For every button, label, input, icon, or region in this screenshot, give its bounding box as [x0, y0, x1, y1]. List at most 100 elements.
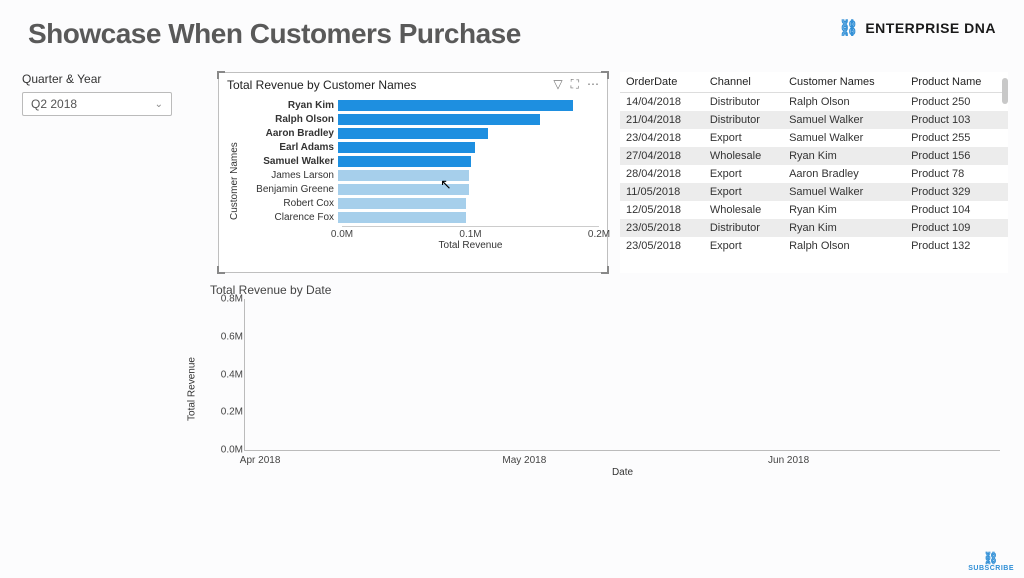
table-cell: Wholesale	[704, 201, 783, 219]
y-tick: 0.6M	[213, 331, 243, 342]
table-cell: Export	[704, 129, 783, 147]
date-x-axis-label: Date	[612, 467, 633, 478]
table-cell: Export	[704, 237, 783, 255]
page-title: Showcase When Customers Purchase	[28, 18, 521, 50]
table-row[interactable]: 11/05/2018ExportSamuel WalkerProduct 329	[620, 183, 1008, 201]
table-row[interactable]: 27/04/2018WholesaleRyan KimProduct 156	[620, 147, 1008, 165]
slicer-label: Quarter & Year	[22, 72, 200, 86]
bar-row[interactable]: Samuel Walker	[246, 154, 599, 168]
date-column-chart[interactable]: Total Revenue Date 0.0M0.2M0.4M0.6M0.8MA…	[210, 299, 1008, 479]
table-cell: Distributor	[704, 219, 783, 237]
bar-row[interactable]: Clarence Fox	[246, 210, 599, 224]
bar-label: Earl Adams	[246, 142, 338, 153]
table-cell: Ralph Olson	[783, 237, 905, 255]
bar-label: Robert Cox	[246, 198, 338, 209]
table-cell: Product 156	[905, 147, 1008, 165]
table-cell: Product 255	[905, 129, 1008, 147]
table-cell: Samuel Walker	[783, 183, 905, 201]
date-chart-title: Total Revenue by Date	[210, 283, 1008, 297]
bar-row[interactable]: Robert Cox	[246, 196, 599, 210]
dna-icon: ⛓	[968, 551, 1014, 565]
dna-icon: ⛓	[839, 18, 860, 38]
table-cell: Product 132	[905, 237, 1008, 255]
filter-icon[interactable]: ▽	[553, 77, 562, 92]
table-cell: Product 250	[905, 93, 1008, 112]
table-row[interactable]: 28/04/2018ExportAaron BradleyProduct 78	[620, 165, 1008, 183]
column-header[interactable]: OrderDate	[620, 72, 704, 93]
table-cell: 27/04/2018	[620, 147, 704, 165]
table-cell: Ralph Olson	[783, 93, 905, 112]
table-row[interactable]: 23/04/2018ExportSamuel WalkerProduct 255	[620, 129, 1008, 147]
bar-label: Aaron Bradley	[246, 128, 338, 139]
column-header[interactable]: Product Name	[905, 72, 1008, 93]
table-row[interactable]: 14/04/2018DistributorRalph OlsonProduct …	[620, 93, 1008, 112]
column-header[interactable]: Channel	[704, 72, 783, 93]
chevron-down-icon: ⌄	[155, 99, 163, 110]
x-tick: Apr 2018	[240, 455, 281, 466]
bar-label: Ralph Olson	[246, 114, 338, 125]
y-tick: 0.4M	[213, 369, 243, 380]
table-cell: Wholesale	[704, 147, 783, 165]
table-row[interactable]: 23/05/2018DistributorRyan KimProduct 109	[620, 219, 1008, 237]
table-cell: Aaron Bradley	[783, 165, 905, 183]
bar-label: Samuel Walker	[246, 156, 338, 167]
bar-label: Benjamin Greene	[246, 184, 338, 195]
y-tick: 0.2M	[213, 407, 243, 418]
table-cell: 23/05/2018	[620, 219, 704, 237]
customer-bar-chart[interactable]: Total Revenue by Customer Names ▽ ⛶ ⋯ Cu…	[218, 72, 608, 273]
date-y-axis-label: Total Revenue	[187, 357, 198, 421]
slicer-dropdown[interactable]: Q2 2018 ⌄	[22, 92, 172, 116]
table-cell: Distributor	[704, 111, 783, 129]
x-axis-label: Total Revenue	[342, 240, 599, 251]
bar-row[interactable]: James Larson	[246, 168, 599, 182]
slicer-value: Q2 2018	[31, 97, 77, 111]
x-tick: 0.1M	[459, 229, 481, 240]
subscribe-badge[interactable]: ⛓ SUBSCRIBE	[968, 551, 1014, 572]
table-cell: Product 78	[905, 165, 1008, 183]
bar-row[interactable]: Earl Adams	[246, 140, 599, 154]
bar-label: Ryan Kim	[246, 100, 338, 111]
table-cell: Samuel Walker	[783, 129, 905, 147]
table-cell: Ryan Kim	[783, 147, 905, 165]
table-cell: Export	[704, 183, 783, 201]
table-cell: Distributor	[704, 93, 783, 112]
x-tick: 0.2M	[588, 229, 610, 240]
table-cell: Product 329	[905, 183, 1008, 201]
bar-row[interactable]: Benjamin Greene	[246, 182, 599, 196]
table-cell: Product 103	[905, 111, 1008, 129]
table-cell: Ryan Kim	[783, 201, 905, 219]
table-cell: Export	[704, 165, 783, 183]
bar-row[interactable]: Ralph Olson	[246, 112, 599, 126]
scrollbar[interactable]	[1002, 78, 1008, 104]
bar-label: Clarence Fox	[246, 212, 338, 223]
y-tick: 0.0M	[213, 445, 243, 456]
table-cell: 23/04/2018	[620, 129, 704, 147]
table-cell: Samuel Walker	[783, 111, 905, 129]
table-cell: Product 104	[905, 201, 1008, 219]
chart-title: Total Revenue by Customer Names	[227, 78, 416, 92]
table-row[interactable]: 23/05/2018ExportRalph OlsonProduct 132	[620, 237, 1008, 255]
table-cell: Ryan Kim	[783, 219, 905, 237]
table-cell: 21/04/2018	[620, 111, 704, 129]
column-header[interactable]: Customer Names	[783, 72, 905, 93]
x-tick: 0.0M	[331, 229, 353, 240]
brand-text: ENTERPRISE DNA	[865, 20, 996, 36]
focus-mode-icon[interactable]: ⛶	[571, 77, 579, 92]
bar-label: James Larson	[246, 170, 338, 181]
bar-row[interactable]: Ryan Kim	[246, 98, 599, 112]
brand-logo: ⛓ ENTERPRISE DNA	[839, 18, 997, 38]
x-tick: Jun 2018	[768, 455, 809, 466]
bar-row[interactable]: Aaron Bradley	[246, 126, 599, 140]
table-cell: Product 109	[905, 219, 1008, 237]
more-options-icon[interactable]: ⋯	[587, 77, 599, 92]
data-table[interactable]: OrderDateChannelCustomer NamesProduct Na…	[620, 72, 1008, 273]
table-row[interactable]: 21/04/2018DistributorSamuel WalkerProduc…	[620, 111, 1008, 129]
y-axis-label: Customer Names	[227, 96, 242, 266]
table-cell: 23/05/2018	[620, 237, 704, 255]
table-cell: 12/05/2018	[620, 201, 704, 219]
table-cell: 28/04/2018	[620, 165, 704, 183]
table-row[interactable]: 12/05/2018WholesaleRyan KimProduct 104	[620, 201, 1008, 219]
x-tick: May 2018	[502, 455, 546, 466]
y-tick: 0.8M	[213, 294, 243, 305]
table-cell: 14/04/2018	[620, 93, 704, 112]
